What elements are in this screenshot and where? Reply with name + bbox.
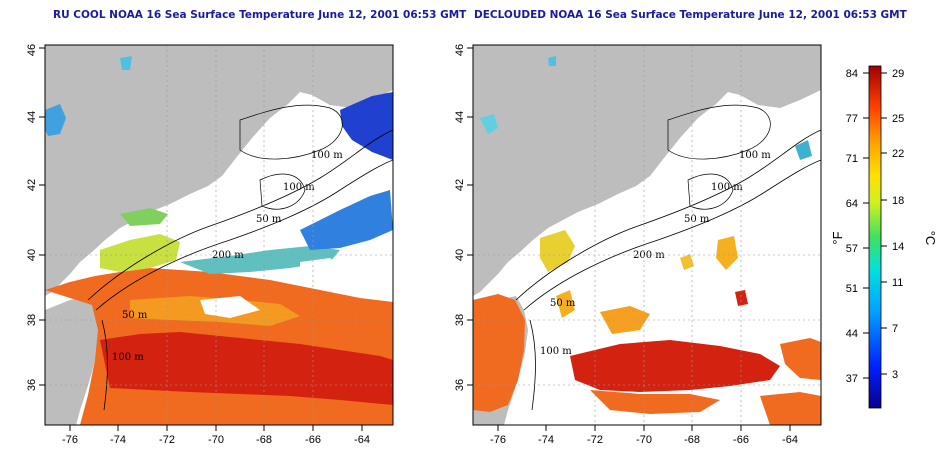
- left-y-axis: 36 38 40 42 44 46: [26, 44, 45, 391]
- colorbar-f-tick: 64: [846, 198, 858, 210]
- colorbar-f-tick: 71: [846, 153, 858, 165]
- colorbar-c-tick: 18: [892, 195, 904, 207]
- right-y-tick: 42: [454, 179, 466, 191]
- left-contour-label-1: 100 m: [311, 150, 343, 161]
- left-map-title: RU COOL NOAA 16 Sea Surface Temperature …: [53, 9, 467, 21]
- right-y-tick: 46: [454, 44, 466, 56]
- colorbar-f-tick: 51: [846, 283, 858, 295]
- left-x-tick: -68: [256, 434, 272, 446]
- right-map-title: DECLOUDED NOAA 16 Sea Surface Temperatur…: [474, 9, 907, 21]
- right-contour-label-2: 100 m: [711, 182, 743, 193]
- colorbar-f-tick: 77: [846, 113, 858, 125]
- left-y-tick: 42: [26, 179, 38, 191]
- colorbar-f-tick: 37: [846, 373, 858, 385]
- right-x-tick: -74: [538, 434, 554, 446]
- land-north: [45, 45, 393, 296]
- right-y-tick: 44: [454, 111, 466, 123]
- colorbar-c-tick: 11: [892, 277, 903, 289]
- colorbar-celsius-label: °C: [923, 231, 938, 246]
- colorbar-c-tick: 7: [892, 323, 898, 335]
- right-contour-label-3: 50 m: [684, 214, 710, 225]
- right-contour-label-6: 100 m: [540, 346, 572, 357]
- left-x-tick: -66: [305, 434, 321, 446]
- right-x-tick: -72: [587, 434, 603, 446]
- left-y-tick: 44: [26, 111, 38, 123]
- right-map-frame: [472, 44, 822, 426]
- right-contour-label-1: 100 m: [739, 150, 771, 161]
- left-x-tick: -64: [354, 434, 370, 446]
- right-x-tick: -76: [490, 434, 506, 446]
- colorbar-gradient: [868, 65, 882, 409]
- left-x-tick: -70: [208, 434, 224, 446]
- left-y-tick: 40: [26, 249, 38, 261]
- land-south: [45, 296, 100, 425]
- left-x-axis: -76 -74 -72 -70 -68 -66 -64: [62, 425, 370, 446]
- left-contour-label-6: 100 m: [112, 352, 144, 363]
- left-contour-label-4: 200 m: [212, 250, 244, 261]
- left-contour-label-3: 50 m: [256, 214, 282, 225]
- right-x-axis: -76 -74 -72 -70 -68 -66 -64: [490, 425, 798, 446]
- right-y-axis: 36 38 40 42 44 46: [454, 44, 473, 391]
- colorbar-c-tick: 3: [892, 369, 898, 381]
- right-contour-label-4: 200 m: [633, 250, 665, 261]
- left-y-tick: 38: [26, 314, 38, 326]
- left-contour-label-5: 50 m: [122, 310, 148, 321]
- right-y-tick: 38: [454, 314, 466, 326]
- left-y-tick: 46: [26, 44, 38, 56]
- right-x-tick: -66: [733, 434, 749, 446]
- right-y-tick: 36: [454, 379, 466, 391]
- right-x-tick: -68: [684, 434, 700, 446]
- colorbar-fahrenheit-label: °F: [830, 231, 845, 244]
- colorbar-f-tick: 84: [846, 68, 858, 80]
- colorbar-c-tick: 14: [892, 241, 904, 253]
- land-north: [473, 45, 821, 296]
- left-map-frame: [44, 44, 394, 426]
- colorbar: 84 77 71 64 57 51 44 37 29 25 22 18 14 1…: [830, 65, 938, 409]
- right-y-tick: 40: [454, 249, 466, 261]
- left-x-tick: -72: [159, 434, 175, 446]
- left-x-tick: -76: [62, 434, 78, 446]
- colorbar-f-tick: 57: [846, 243, 858, 255]
- right-x-tick: -64: [782, 434, 798, 446]
- right-contour-label-5: 50 m: [550, 298, 576, 309]
- colorbar-c-tick: 22: [892, 148, 904, 160]
- colorbar-c-tick: 25: [892, 113, 904, 125]
- right-map: 100 m 100 m 50 m 200 m 50 m 100 m: [472, 44, 822, 426]
- colorbar-c-tick: 29: [892, 68, 904, 80]
- colorbar-f-tick: 44: [846, 328, 858, 340]
- left-map: 100 m 100 m 50 m 200 m 50 m 100 m: [44, 44, 394, 426]
- left-y-tick: 36: [26, 379, 38, 391]
- right-x-tick: -70: [636, 434, 652, 446]
- left-contour-label-2: 100 m: [283, 182, 315, 193]
- left-x-tick: -74: [110, 434, 126, 446]
